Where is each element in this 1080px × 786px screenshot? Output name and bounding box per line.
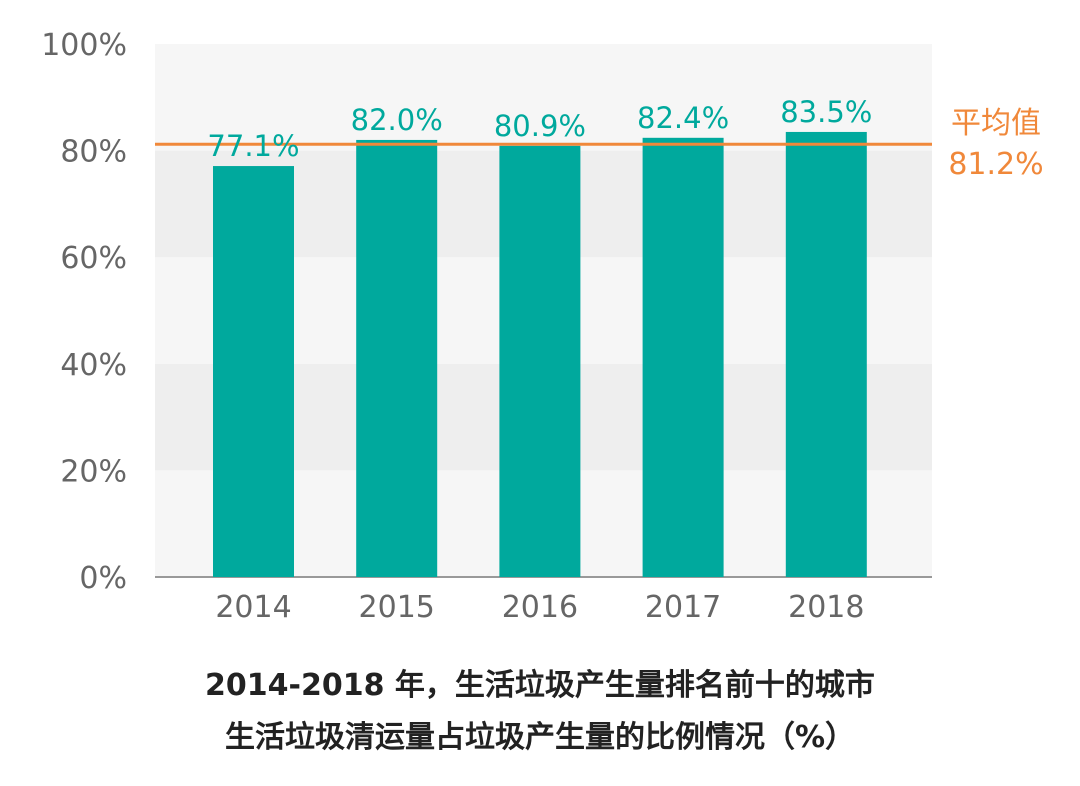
data-label: 83.5% bbox=[780, 95, 872, 129]
data-label: 82.0% bbox=[351, 103, 443, 137]
bar-chart: 0% 20% 40% 60% 80% 100% 2014 2015 2016 2017 2018 77… bbox=[41, 28, 1043, 625]
bar-2017 bbox=[642, 137, 724, 578]
y-tick-label: 80% bbox=[60, 135, 127, 170]
x-tick-label: 2015 bbox=[359, 590, 435, 625]
y-tick-label: 0% bbox=[79, 561, 127, 596]
y-tick-label: 60% bbox=[60, 241, 127, 276]
bar-2018 bbox=[785, 131, 867, 577]
x-tick-label: 2016 bbox=[502, 590, 578, 625]
x-tick-label: 2017 bbox=[645, 590, 721, 625]
x-tick-label: 2018 bbox=[788, 590, 864, 625]
y-tick-label: 100% bbox=[41, 28, 127, 63]
data-label: 82.4% bbox=[637, 101, 729, 135]
average-value-label: 81.2% bbox=[948, 147, 1043, 182]
bar-2016 bbox=[499, 145, 581, 578]
chart-title-line-1: 2014-2018 年，生活垃圾产生量排名前十的城市 bbox=[205, 668, 875, 703]
y-tick-label: 20% bbox=[60, 454, 127, 489]
y-tick-label: 40% bbox=[60, 348, 127, 383]
average-label: 平均值 bbox=[951, 106, 1041, 141]
bar-2014 bbox=[213, 166, 294, 577]
bar-2015 bbox=[356, 139, 438, 577]
data-label: 77.1% bbox=[207, 129, 299, 163]
x-tick-label: 2014 bbox=[215, 590, 291, 625]
chart-title-line-2: 生活垃圾清运量占垃圾产生量的比例情况（%） bbox=[224, 720, 856, 755]
data-label: 80.9% bbox=[494, 109, 586, 143]
